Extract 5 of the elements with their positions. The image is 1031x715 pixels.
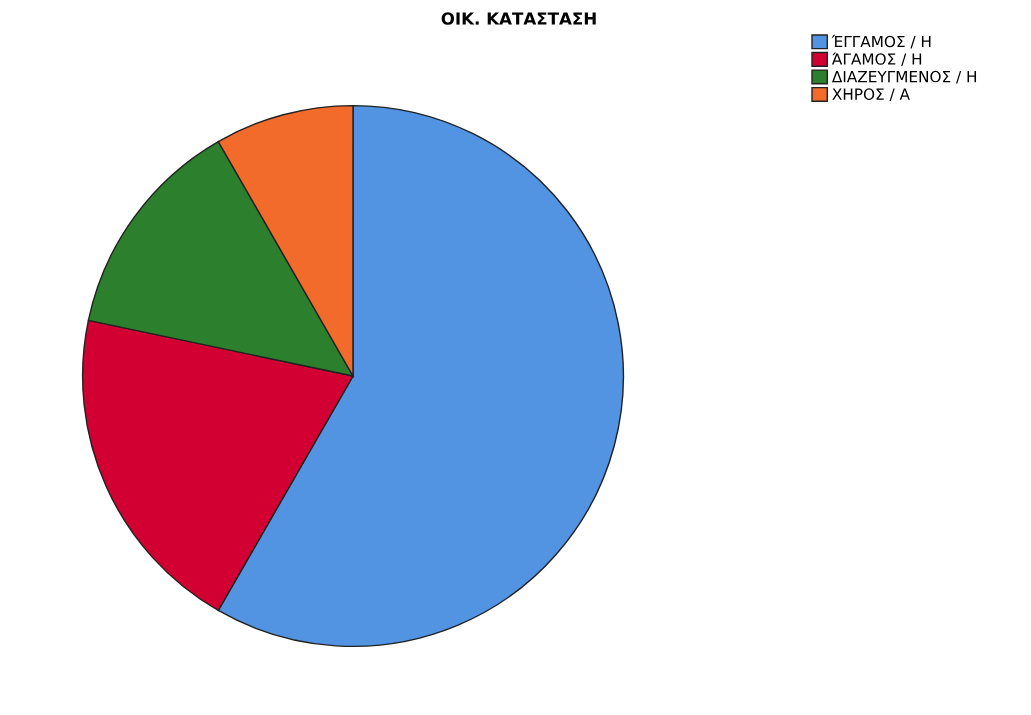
legend-label: ΆΓΑΜΟΣ / Η bbox=[831, 52, 922, 67]
chart-title: ΟΙΚ. ΚΑΤΑΣΤΑΣΗ bbox=[441, 12, 596, 25]
legend-label: ΔΙΑΖΕΥΓΜΕΝΟΣ / Η bbox=[831, 70, 977, 84]
legend-label: ΧΗΡΟΣ / Α bbox=[832, 88, 910, 102]
legend-label: ΈΓΓΑΜΟΣ / Η bbox=[831, 34, 931, 49]
